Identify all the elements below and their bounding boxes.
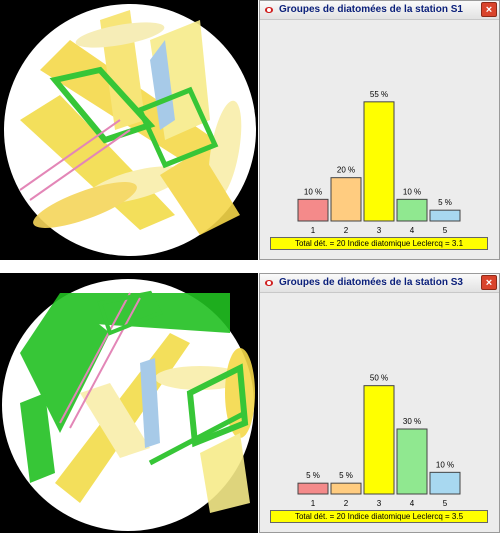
bar-chart: 10 % 1 20 % 2 55 % 3 10 % 4 5 % 5 <box>297 90 461 235</box>
chart-window-s1: Groupes de diatomées de la station S1 × … <box>259 0 500 260</box>
category-label: 3 <box>377 226 382 235</box>
bar-value-label: 10 % <box>436 460 454 469</box>
category-label: 5 <box>443 499 448 508</box>
bar-value-label: 5 % <box>438 198 452 207</box>
category-label: 2 <box>344 226 349 235</box>
bar-5 <box>429 471 461 495</box>
close-button[interactable]: × <box>481 275 497 290</box>
bar-value-label: 10 % <box>304 187 322 196</box>
bar-4 <box>396 198 428 222</box>
bar-1 <box>297 482 329 495</box>
microscope-image-s3 <box>0 273 258 533</box>
bar-value-label: 20 % <box>337 166 355 175</box>
summary-bar: Total dét. = 20 Indice diatomique Lecler… <box>270 510 488 523</box>
window-title: Groupes de diatomées de la station S3 <box>279 277 463 288</box>
summary-bar: Total dét. = 20 Indice diatomique Lecler… <box>270 237 488 250</box>
bar-value-label: 30 % <box>403 417 421 426</box>
window-titlebar[interactable]: Groupes de diatomées de la station S1 × <box>260 1 499 20</box>
bar-1 <box>297 198 329 222</box>
category-label: 1 <box>311 226 316 235</box>
category-label: 5 <box>443 226 448 235</box>
bar-value-label: 10 % <box>403 187 421 196</box>
bar-chart: 5 % 1 5 % 2 50 % 3 30 % 4 10 % 5 <box>297 374 461 508</box>
microscope-image-s1 <box>0 0 258 260</box>
bar-value-label: 50 % <box>370 374 388 383</box>
chart-window-s3: Groupes de diatomées de la station S3 × … <box>259 273 500 533</box>
bar-value-label: 55 % <box>370 90 388 99</box>
category-label: 1 <box>311 499 316 508</box>
bar-3 <box>363 385 395 495</box>
app-icon <box>265 7 273 13</box>
bar-value-label: 5 % <box>306 471 320 480</box>
bar-2 <box>330 177 362 222</box>
category-label: 2 <box>344 499 349 508</box>
window-title: Groupes de diatomées de la station S1 <box>279 4 463 15</box>
station-s3-panel: Groupes de diatomées de la station S3 × … <box>0 273 500 533</box>
category-label: 3 <box>377 499 382 508</box>
close-button[interactable]: × <box>481 2 497 17</box>
station-s1-panel: Groupes de diatomées de la station S1 × … <box>0 0 500 260</box>
category-label: 4 <box>410 226 415 235</box>
window-titlebar[interactable]: Groupes de diatomées de la station S3 × <box>260 274 499 293</box>
bar-2 <box>330 482 362 495</box>
bar-4 <box>396 428 428 495</box>
category-label: 4 <box>410 499 415 508</box>
bar-5 <box>429 209 461 222</box>
bar-3 <box>363 101 395 222</box>
app-icon <box>265 280 273 286</box>
bar-value-label: 5 % <box>339 471 353 480</box>
